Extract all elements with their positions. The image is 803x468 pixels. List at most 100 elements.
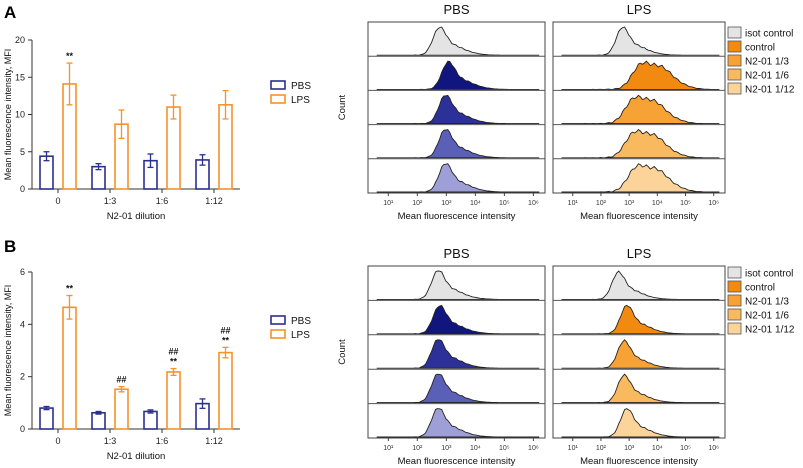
x-tick-label: 10⁴ <box>652 200 663 207</box>
panel-label-b: B <box>4 237 16 256</box>
x-tick-label: 1:3 <box>104 436 117 446</box>
bar-chart-a: 0 5 10 15 20 0 ** 1:3 1:6 1:12 Mean fluorescence i… <box>3 35 311 222</box>
y-axis-title: Mean fluorescence intensity, MFI <box>3 285 13 416</box>
x-tick-label: 10¹ <box>383 200 394 207</box>
significance-marker: ** <box>170 357 178 367</box>
x-tick-label: 10² <box>412 200 423 207</box>
bar-pbs <box>91 411 106 430</box>
y-tick-label: 20 <box>15 35 25 45</box>
y-tick-label: 0 <box>20 184 25 194</box>
bar-pbs <box>143 410 158 430</box>
legend-label: N2-01 1/12 <box>745 325 795 336</box>
significance-marker: ## <box>116 375 126 385</box>
y-axis-title: Count <box>337 339 348 365</box>
x-tick-label: 1:6 <box>156 196 169 206</box>
legend-swatch <box>727 54 742 67</box>
x-tick-label: 1:12 <box>205 196 223 206</box>
flow-histograms-b: PBS 10¹ 10² 10³ 10⁴ 10⁵ 10⁶ Mean fluorescence i… <box>337 246 795 467</box>
x-tick-label: 10¹ <box>568 445 579 452</box>
x-tick-label: 10⁶ <box>708 445 719 452</box>
legend-label-pbs: PBS <box>291 316 311 327</box>
x-tick-label: 10⁵ <box>499 445 510 452</box>
bar-lps <box>114 388 129 430</box>
x-tick-label: 0 <box>55 196 60 206</box>
legend-label: isot control <box>745 269 793 280</box>
histogram-lps-row <box>561 373 720 404</box>
legend-swatch <box>727 322 742 335</box>
x-axis-title: N2-01 dilution <box>107 211 166 222</box>
histogram-pbs-row <box>376 339 540 369</box>
legend-label: N2-01 1/6 <box>745 71 789 82</box>
lps-title: LPS <box>627 246 652 261</box>
x-axis-title: N2-01 dilution <box>107 451 166 462</box>
x-tick-label: 10¹ <box>383 445 394 452</box>
x-tick-label: 10² <box>596 445 607 452</box>
legend-swatch <box>727 26 742 39</box>
legend-swatch-pbs <box>270 80 286 90</box>
histogram-lps-row <box>561 94 720 125</box>
legend-swatch <box>727 266 742 279</box>
y-tick-label: 10 <box>15 110 25 120</box>
bar-lps <box>166 371 181 430</box>
histogram-pbs-row <box>376 270 540 300</box>
histogram-lps-row <box>561 163 720 193</box>
significance-marker: ** <box>66 284 74 294</box>
x-tick-label: 10⁵ <box>680 445 691 452</box>
significance-marker: ## <box>168 347 178 357</box>
x-tick-label: 1:6 <box>156 436 169 446</box>
histogram-pbs-row <box>376 94 540 125</box>
histogram-pbs-row <box>376 408 540 438</box>
histogram-pbs-row <box>376 304 540 335</box>
legend-label: N2-01 1/6 <box>745 311 789 322</box>
legend-swatch <box>727 68 742 81</box>
x-tick-label: 10⁴ <box>470 445 481 452</box>
legend-swatch-lps <box>270 329 286 339</box>
pbs-title: PBS <box>443 246 469 261</box>
significance-marker: ** <box>66 51 74 61</box>
x-axis-title: Mean fluorescence intensity <box>398 211 516 222</box>
x-tick-label: 1:12 <box>205 436 223 446</box>
histogram-pbs-row <box>376 163 540 193</box>
significance-marker: ## <box>220 325 230 335</box>
histogram-pbs-row <box>376 60 540 90</box>
x-tick-label: 10³ <box>441 200 452 207</box>
x-tick-label: 10⁴ <box>470 200 481 207</box>
x-tick-label: 10³ <box>624 445 635 452</box>
y-axis-title: Count <box>337 94 348 120</box>
x-axis-title: Mean fluorescence intensity <box>580 456 698 467</box>
panel-label-a: A <box>4 3 16 22</box>
x-axis-title: Mean fluorescence intensity <box>398 456 516 467</box>
flow-histograms-a: PBS 10¹ 10² 10³ 10⁴ 10⁵ 10⁶ Mean fluorescence i… <box>337 2 795 222</box>
lps-title: LPS <box>627 2 652 17</box>
x-tick-label: 10² <box>412 445 423 452</box>
y-tick-label: 2 <box>20 372 25 382</box>
histogram-lps-row <box>561 270 720 300</box>
legend-label: N2-01 1/3 <box>745 297 789 308</box>
x-tick-label: 10⁶ <box>528 445 539 452</box>
histogram-pbs-row <box>376 129 540 159</box>
histogram-pbs-row <box>376 26 540 56</box>
x-tick-label: 10¹ <box>568 200 579 207</box>
x-tick-label: 10⁴ <box>652 445 663 452</box>
histogram-lps-row <box>561 304 720 335</box>
y-tick-label: 4 <box>20 319 25 329</box>
significance-marker: ** <box>222 335 230 345</box>
histogram-lps-row <box>561 60 720 90</box>
legend-swatch <box>727 280 742 293</box>
legend-swatch <box>727 308 742 321</box>
x-tick-label: 10⁶ <box>708 200 719 207</box>
legend-label: N2-01 1/12 <box>745 85 795 96</box>
legend-label: isot control <box>745 29 793 40</box>
x-axis-title: Mean fluorescence intensity <box>580 211 698 222</box>
legend-swatch-lps <box>270 94 286 104</box>
bar-lps <box>62 306 77 430</box>
legend-label-lps: LPS <box>291 330 310 341</box>
legend-swatch <box>727 294 742 307</box>
x-tick-label: 10⁵ <box>499 200 510 207</box>
legend-swatch-pbs <box>270 315 286 325</box>
legend-label-pbs: PBS <box>291 81 311 92</box>
x-tick-label: 10² <box>596 200 607 207</box>
histogram-lps-row <box>561 26 720 56</box>
